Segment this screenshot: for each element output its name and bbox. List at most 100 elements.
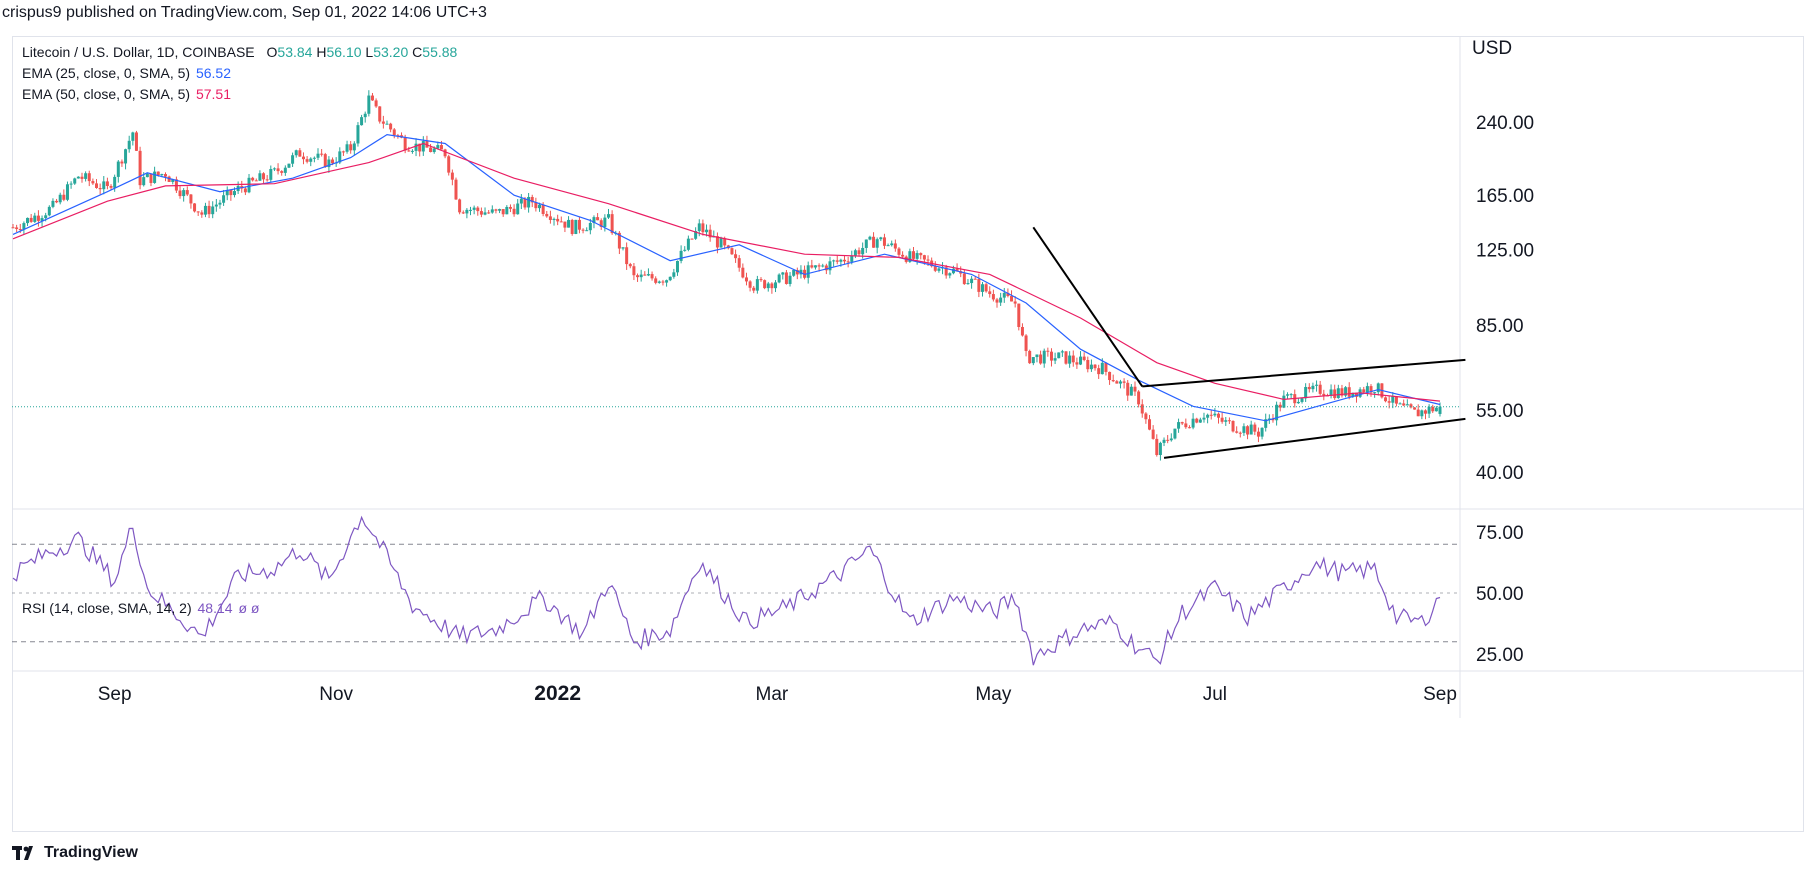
candle-body [697, 223, 701, 232]
candle-body [29, 217, 33, 222]
candle-body [193, 203, 197, 212]
candle-body [1409, 404, 1413, 408]
candle-body [1086, 359, 1090, 370]
candle-body [1249, 424, 1253, 435]
candle-body [1133, 386, 1137, 392]
candle-body [824, 265, 828, 271]
candle-body [879, 237, 883, 240]
candle-body [1089, 364, 1093, 370]
candle-body [1108, 371, 1112, 381]
candle-body [868, 236, 872, 240]
candle-body [1405, 404, 1409, 406]
candle-body [1148, 419, 1152, 430]
candle-body [403, 137, 407, 151]
candle-body [1115, 381, 1119, 384]
candle-body [1053, 358, 1057, 361]
candle-body [1002, 292, 1006, 298]
candle-body [26, 217, 30, 224]
rsi-tick-label: 50.00 [1476, 584, 1524, 605]
candle-body [1173, 428, 1177, 439]
candle-body [857, 250, 861, 255]
candle-body [872, 236, 876, 248]
candle-body [211, 206, 215, 215]
candle-body [145, 173, 149, 178]
candle-body [937, 268, 941, 271]
candles-layer [11, 90, 1460, 461]
candle-body [748, 281, 752, 288]
candle-body [164, 174, 168, 177]
candle-body [149, 173, 153, 183]
candle-body [861, 247, 865, 255]
candle-body [679, 250, 683, 261]
candle-body [1169, 438, 1173, 441]
candle-body [1307, 386, 1311, 390]
chart-frame[interactable] [12, 36, 1804, 832]
candle-body [174, 179, 178, 191]
candle-body [185, 190, 189, 195]
candle-body [705, 229, 709, 233]
rsi-extra: ø ø [238, 600, 260, 616]
candle-body [429, 147, 433, 153]
publish-info: crispus9 published on TradingView.com, S… [2, 4, 487, 21]
candle-body [360, 117, 364, 126]
candle-body [588, 222, 592, 231]
candle-body [418, 143, 422, 152]
candle-body [915, 253, 919, 259]
candle-body [839, 259, 843, 262]
candle-body [251, 177, 255, 181]
candle-body [563, 221, 567, 228]
candle-body [160, 174, 164, 176]
candle-body [1275, 404, 1279, 421]
candle-body [291, 155, 295, 164]
candle-body [385, 123, 389, 125]
candle-body [1289, 394, 1293, 396]
rsi-legend[interactable]: RSI (14, close, SMA, 14, 2) 48.14 ø ø [22, 600, 259, 616]
ema25-line [12, 133, 1441, 422]
candle-body [494, 209, 498, 211]
candle-body [1075, 362, 1079, 365]
candle-body [465, 209, 469, 214]
candle-body [1242, 426, 1246, 433]
candle-body [893, 243, 897, 249]
candle-body [864, 239, 868, 248]
price-tick-label: 165.00 [1476, 186, 1534, 207]
candle-body [715, 236, 719, 248]
candle-body [1329, 389, 1333, 396]
candle-body [951, 268, 955, 274]
candle-body [1209, 414, 1213, 416]
price-tick-label: 40.00 [1476, 463, 1524, 484]
candle-body [1278, 404, 1282, 408]
candle-body [1282, 395, 1286, 408]
candle-body [91, 181, 95, 184]
candle-body [944, 267, 948, 276]
candle-body [189, 194, 193, 204]
footer-brand[interactable]: TradingView [12, 844, 138, 862]
candle-body [1111, 380, 1115, 382]
candle-body [995, 299, 999, 303]
candle-body [1010, 296, 1014, 302]
candle-body [926, 259, 930, 261]
candle-body [585, 230, 589, 232]
candle-body [701, 223, 705, 233]
candle-body [890, 243, 894, 246]
candle-body [323, 154, 327, 168]
candle-body [1104, 362, 1108, 372]
candle-body [556, 218, 560, 222]
candle-body [483, 212, 487, 215]
candle-body [331, 159, 335, 164]
ema25-legend[interactable]: EMA (25, close, 0, SMA, 5) 56.52 [22, 65, 231, 81]
candle-body [665, 280, 669, 283]
high-value: 56.10 [326, 44, 362, 60]
candle-body [381, 121, 385, 124]
ema25-value: 56.52 [195, 65, 231, 81]
candle-body [298, 150, 302, 157]
candle-body [1082, 356, 1086, 360]
candle-body [1354, 392, 1358, 397]
tradingview-logo-icon [12, 846, 33, 860]
candle-body [574, 219, 578, 234]
ema50-legend[interactable]: EMA (50, close, 0, SMA, 5) 57.51 [22, 86, 231, 102]
candle-body [1122, 381, 1126, 383]
candle-body [131, 132, 135, 141]
trendline [1163, 417, 1466, 459]
